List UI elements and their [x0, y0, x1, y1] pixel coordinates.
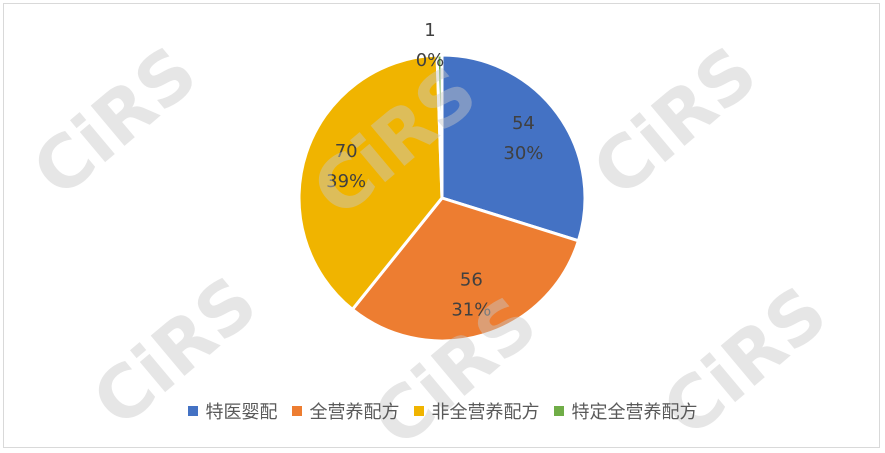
legend: 特医婴配 全营养配方 非全营养配方 特定全营养配方 [0, 398, 885, 424]
watermark-logo: CiRS [17, 30, 213, 213]
legend-swatch [187, 406, 198, 416]
data-label-value-3: 1 [424, 20, 435, 41]
legend-item-0: 特医婴配 [187, 398, 278, 424]
legend-swatch [291, 406, 302, 416]
pie-slice-3 [435, 53, 444, 199]
data-label-percent-3: 0% [416, 50, 445, 71]
chart-border [3, 3, 880, 448]
pie-slice-2 [297, 53, 444, 312]
data-label-value-0: 54 [512, 113, 535, 134]
watermark-logo: CiRS [577, 30, 773, 213]
legend-label: 特医婴配 [205, 402, 278, 423]
legend-swatch [413, 406, 424, 416]
legend-label: 全营养配方 [309, 402, 400, 423]
data-label-value-1: 56 [460, 270, 483, 291]
data-label-percent-1: 31% [451, 300, 491, 321]
legend-label: 特定全营养配方 [571, 402, 698, 423]
watermark-logo: CiRS [647, 270, 843, 453]
legend-item-1: 全营养配方 [291, 398, 400, 424]
pie-slice-1 [350, 196, 581, 343]
legend-swatch [553, 406, 564, 416]
legend-label: 非全营养配方 [431, 402, 540, 423]
data-label-percent-0: 30% [503, 143, 543, 164]
legend-item-3: 特定全营养配方 [553, 398, 698, 424]
data-label-percent-2: 39% [326, 171, 366, 192]
pie-slice-0 [440, 53, 587, 243]
legend-item-2: 非全营养配方 [413, 398, 540, 424]
data-label-value-2: 70 [335, 141, 358, 162]
